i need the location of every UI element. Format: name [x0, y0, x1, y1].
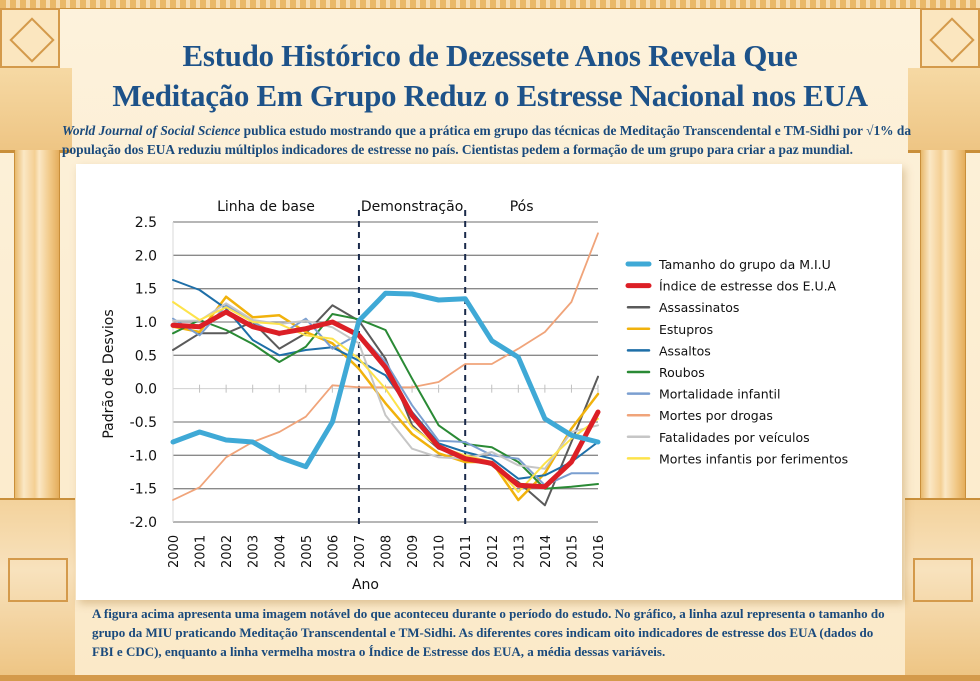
chart-card: 2.5 2.0 1.5 1.0 0.5 0.0 -0.5 -1.0 -1.5 -2.0 2000 2… — [76, 164, 902, 600]
y-tick-label: 2.0 — [135, 248, 157, 264]
title-line-1: Estudo Histórico de Dezessete Anos Revel… — [182, 38, 798, 73]
y-tick-label: 0.0 — [135, 382, 157, 398]
legend-label: Estupros — [659, 322, 713, 337]
y-tick-label: -1.5 — [130, 482, 157, 498]
x-tick-label: 2012 — [486, 535, 501, 568]
page-title: Estudo Histórico de Dezessete Anos Revel… — [80, 36, 900, 116]
flower-tile-icon — [0, 8, 60, 68]
y-tick-label: 0.5 — [135, 348, 157, 364]
x-tick-label: 2015 — [565, 535, 580, 568]
x-tick-label: 2000 — [167, 535, 182, 568]
x-tick-label: 2009 — [406, 535, 421, 568]
series-line — [172, 302, 599, 470]
legend-label: Índice de estresse dos E.U.A — [659, 279, 837, 294]
x-tick-label: 2006 — [326, 535, 341, 568]
series-line — [171, 295, 600, 502]
legend-label: Assaltos — [659, 343, 711, 358]
x-tick-label: 2005 — [300, 535, 315, 568]
period-label: Pós — [510, 199, 534, 215]
legend-label: Fatalidades por veículos — [659, 430, 810, 445]
pillar-base — [905, 498, 980, 675]
right-pillar-ornament — [905, 0, 980, 681]
pillar-capital — [908, 68, 980, 153]
legend-label: Mortes infantis por ferimentos — [659, 451, 848, 466]
y-tick-label: -1.0 — [130, 448, 157, 464]
x-tick-label: 2001 — [194, 535, 209, 568]
x-tick-label: 2007 — [353, 535, 368, 568]
legend-label: Roubos — [659, 365, 705, 380]
legend-label: Mortalidade infantil — [659, 387, 781, 402]
x-tick-label: 2010 — [433, 535, 448, 568]
y-tick-label: 1.5 — [135, 282, 157, 298]
series-line — [172, 313, 599, 490]
series-line — [170, 309, 601, 490]
subtitle-text: publica estudo mostrando que a prática e… — [62, 123, 912, 157]
y-tick-label: -2.0 — [130, 515, 157, 531]
series-line — [170, 290, 601, 470]
y-tick-label: -0.5 — [130, 415, 157, 431]
subtitle: World Journal of Social Science publica … — [62, 121, 918, 159]
legend-label: Mortes por drogas — [659, 408, 773, 423]
series-line — [172, 279, 599, 480]
y-axis-label: Padrão de Desvios — [101, 309, 117, 438]
x-axis-ticks: 2000 2001 2002 2003 2004 2005 2006 2007 2008 2009… — [167, 535, 607, 568]
pillar-shaft — [920, 150, 966, 506]
x-tick-label: 2004 — [273, 535, 288, 568]
ornamental-border-top — [0, 0, 980, 9]
x-tick-label: 2008 — [380, 535, 395, 568]
legend-label: Assassinatos — [659, 300, 739, 315]
y-tick-label: 2.5 — [135, 215, 157, 231]
y-axis-ticks: 2.5 2.0 1.5 1.0 0.5 0.0 -0.5 -1.0 -1.5 -2.0 — [130, 215, 157, 531]
period-label: Linha de base — [217, 199, 315, 215]
y-tick-label: 1.0 — [135, 315, 157, 331]
journal-name: World Journal of Social Science — [62, 123, 241, 138]
pillar-shaft — [14, 150, 60, 506]
x-tick-label: 2011 — [459, 535, 474, 568]
series-lines — [170, 232, 601, 507]
flower-tile-icon — [920, 8, 980, 68]
x-tick-label: 2003 — [247, 535, 262, 568]
figure-caption: A figura acima apresenta uma imagem notá… — [92, 606, 885, 659]
period-label: Demonstração — [361, 199, 463, 215]
legend: Tamanho do grupo da M.I.U Índice de estre… — [625, 257, 848, 466]
pillar-base — [0, 498, 75, 675]
period-labels: Linha de base Demonstração Pós — [217, 199, 533, 215]
line-chart: 2.52.01.51.00.50.0-0.5-1.0-1.5-2.0 2000 2… — [101, 199, 848, 593]
ornamental-border-bottom — [0, 675, 980, 681]
x-tick-label: 2014 — [539, 535, 554, 568]
x-tick-label: 2016 — [592, 535, 607, 568]
series-line — [172, 301, 599, 493]
title-line-2: Meditação Em Grupo Reduz o Estresse Naci… — [112, 78, 868, 113]
left-pillar-ornament — [0, 0, 75, 681]
legend-label: Tamanho do grupo da M.I.U — [658, 257, 831, 272]
x-tick-label: 2013 — [512, 535, 527, 568]
x-axis-label: Ano — [352, 577, 379, 593]
x-tick-label: 2002 — [220, 535, 235, 568]
